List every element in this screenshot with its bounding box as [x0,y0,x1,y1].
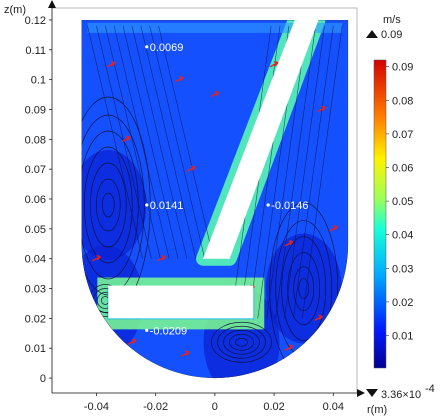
streamline-4-2 [229,333,254,351]
streamline-left-1 [87,25,143,259]
x-axis-label: r(m) [367,404,387,416]
streamline-1-2 [95,178,121,232]
flow-arrow-18 [210,90,220,98]
top-surface-band [87,22,343,33]
flow-arrow-11 [284,240,294,247]
streamline-right-1 [301,25,343,319]
impeller-shaft [203,19,319,259]
annotation-label-1: 0.0069 [150,42,184,54]
colorbar-min-marker [366,389,378,397]
annotation-point-2 [145,203,149,207]
impeller-blade-plate [108,285,254,319]
flow-arrow-17 [81,284,90,292]
annotation-point-1 [145,45,149,49]
colorbar-tick-label-5: 0.06 [392,163,413,175]
streamline-4-1 [235,337,248,347]
x-tick-label-2: 0 [212,401,218,413]
streamline-4-3 [223,329,260,355]
streamline-3-1 [298,278,310,299]
x-tick-label-4: 0.04 [323,401,344,413]
colorbar-ramp [373,59,387,369]
y-tick-label-12: 0.12 [25,15,46,27]
y-tick-label-9: 0.09 [25,104,46,116]
vortex-core-1 [81,149,147,260]
flow-arrow-7 [269,61,279,68]
streamline-4-4 [217,325,266,359]
streamline-1-1 [101,192,115,218]
streamline-4-5 [211,321,272,363]
flow-arrow-8 [317,105,326,113]
annotation-label-2: 0.0141 [150,200,184,212]
colorbar-tick-label-3: 0.04 [392,230,413,242]
streamline-left-6 [131,25,188,259]
streamline-1-5 [81,130,139,280]
streamline-3-3 [287,252,321,325]
colorbar-min-exponent: -4 [425,383,435,395]
flow-arrow-16 [314,314,323,322]
colorbar-min-label: 3.36×10 [381,389,421,401]
streamline-right-3 [284,25,325,319]
x-tick-label-3: 0.02 [263,401,284,413]
flow-arrow-2 [175,75,184,83]
flow-arrow-5 [92,255,101,262]
y-tick-label-6: 0.06 [25,194,46,206]
y-axis-arrow [48,0,56,8]
streamline-3-2 [293,266,315,311]
colorbar-max-label: 0.09 [381,29,402,41]
streamline-1-3 [89,162,127,248]
flow-arrow-10 [328,225,338,232]
colorbar-tick-label-8: 0.09 [392,62,413,74]
x-tick-label-0: -0.04 [84,401,109,413]
y-tick-label-7: 0.07 [25,164,46,176]
streamline-left-8 [149,25,206,259]
colorbar-tick-label-6: 0.07 [392,129,413,141]
flow-arrow-14 [180,350,190,357]
flow-arrow-6 [157,255,167,262]
streamline-left-4 [113,25,170,259]
colorbar-tick-label-2: 0.03 [392,263,413,275]
streamline-1-4 [83,146,133,264]
y-tick-label-2: 0.02 [25,313,46,325]
y-tick-label-10: 0.1 [31,75,46,87]
flow-arrow-4 [186,165,196,172]
flow-arrow-15 [284,344,294,351]
colorbar-tick-label-4: 0.05 [392,196,413,208]
streamline-left-3 [105,25,161,259]
streamline-left-2 [96,25,152,259]
annotation-layer: 0.0069 0.0141 -0.0146 -0.0209 [145,42,308,337]
streamline-3-4 [281,236,327,341]
streamline-left-9 [158,25,214,259]
y-tick-label-8: 0.08 [25,134,46,146]
annotation-point-4 [145,328,149,332]
annotation-label-3: -0.0146 [271,200,308,212]
y-axis-label: z(m) [4,4,26,16]
annotation-point-3 [266,203,270,207]
flow-arrow-1 [106,61,116,68]
x-axis-arrow [357,389,365,397]
streamline-left-5 [122,25,179,259]
colorbar-tick-label-7: 0.08 [392,95,413,107]
flow-arrow-3 [121,135,131,142]
impeller-blade [108,19,319,319]
streamline-right-4 [275,25,316,319]
streamline-right-2 [293,25,334,319]
colorbar-tick-label-0: 0.01 [392,331,413,343]
colorbar-tick-label-1: 0.02 [392,297,413,309]
y-tick-label-5: 0.05 [25,224,46,236]
annotation-label-4: -0.0209 [150,325,187,337]
streamline-left-7 [140,25,197,259]
y-tick-label-4: 0.04 [25,254,46,266]
y-tick-label-1: 0.01 [25,343,46,355]
y-tick-label-0: 0 [40,373,46,385]
colorbar-max-marker [366,30,378,38]
y-tick-label-11: 0.11 [25,45,46,57]
axes: 0 0.01 0.02 0.03 0.04 0.05 0.06 0.07 0.08 0.09 0.1… [4,0,387,416]
domain-outline [81,19,349,379]
colorbar: m/s 0.09 0.01 0.02 0.03 0.04 0.05 0.06 0.07 0.08 0… [366,14,435,401]
colorbar-unit: m/s [383,14,401,26]
x-tick-label-1: -0.02 [143,401,168,413]
flow-arrow-13 [127,338,137,345]
y-tick-label-3: 0.03 [25,284,46,296]
